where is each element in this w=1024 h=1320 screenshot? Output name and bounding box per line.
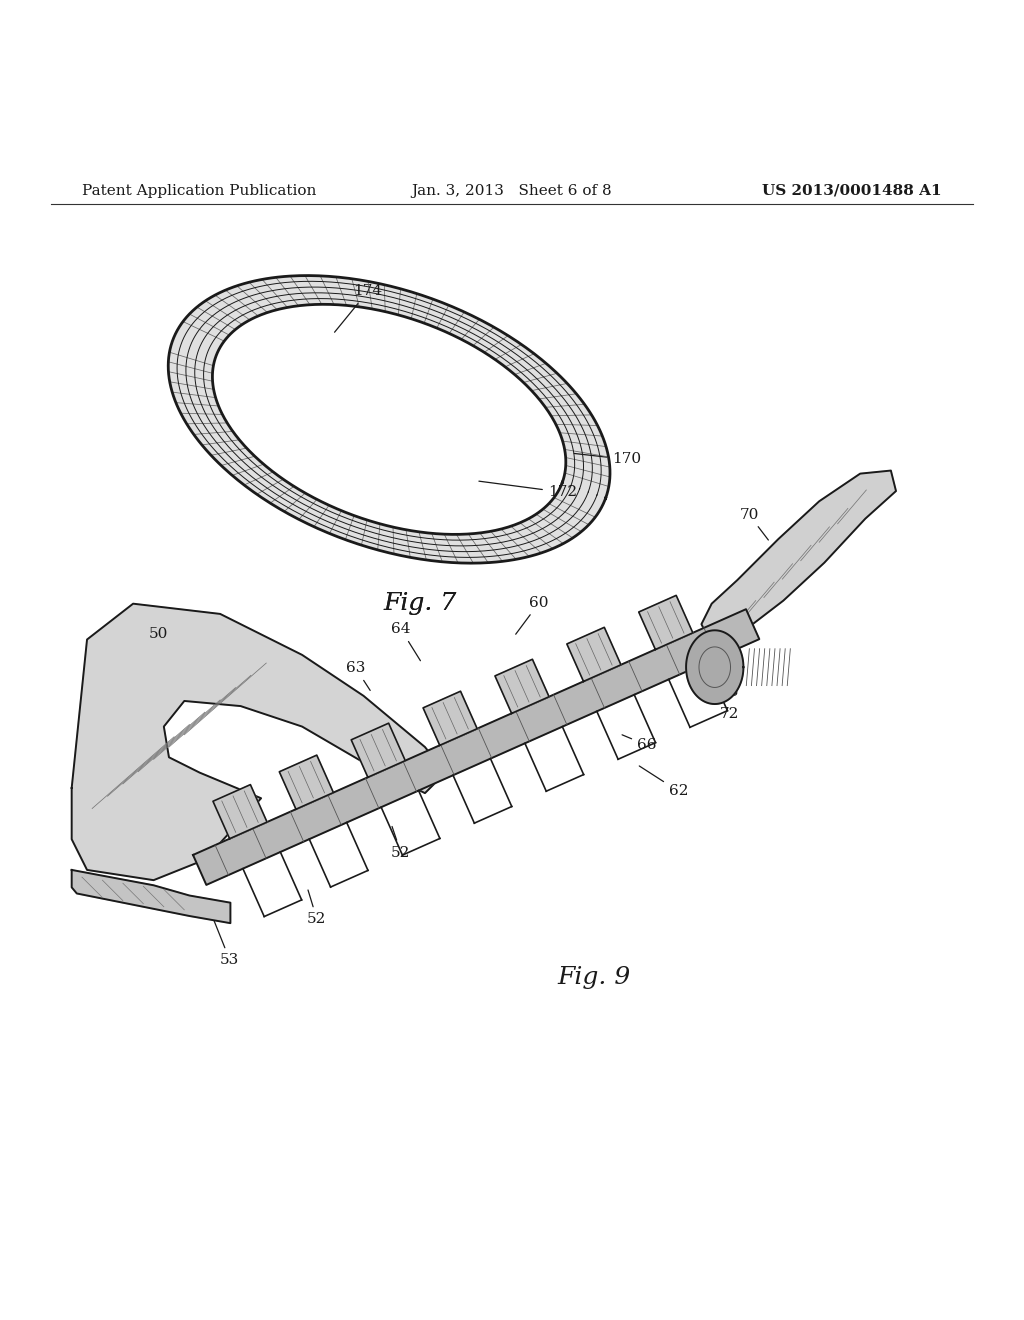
Polygon shape [495,659,549,713]
Polygon shape [686,631,743,704]
Polygon shape [567,627,621,681]
Polygon shape [194,610,759,884]
Polygon shape [701,470,896,649]
Polygon shape [280,755,334,809]
Text: 53: 53 [214,920,240,968]
Text: 66: 66 [623,735,656,752]
Polygon shape [351,723,406,777]
Text: 62: 62 [639,766,688,799]
Polygon shape [639,595,693,649]
Text: 52: 52 [391,826,411,859]
Text: 63: 63 [346,661,371,690]
Text: 172: 172 [479,482,577,499]
Text: Fig. 7: Fig. 7 [383,593,457,615]
Polygon shape [213,784,267,838]
Polygon shape [212,305,566,535]
Text: 76: 76 [705,672,739,698]
Text: Fig. 9: Fig. 9 [557,966,631,989]
Polygon shape [72,603,445,880]
Text: US 2013/0001488 A1: US 2013/0001488 A1 [763,183,942,198]
Text: 72: 72 [707,690,739,721]
Text: 170: 170 [574,453,641,466]
Text: Fig. 7: Fig. 7 [383,593,457,615]
Text: 64: 64 [391,622,421,661]
Text: 52: 52 [307,890,327,927]
Text: Patent Application Publication: Patent Application Publication [82,183,316,198]
Text: 174: 174 [335,284,382,333]
Polygon shape [423,692,477,746]
Text: 50: 50 [150,627,168,642]
Text: 70: 70 [739,508,768,540]
Text: 60: 60 [516,595,549,634]
Polygon shape [72,870,230,923]
Polygon shape [168,276,610,564]
Text: Jan. 3, 2013   Sheet 6 of 8: Jan. 3, 2013 Sheet 6 of 8 [412,183,612,198]
